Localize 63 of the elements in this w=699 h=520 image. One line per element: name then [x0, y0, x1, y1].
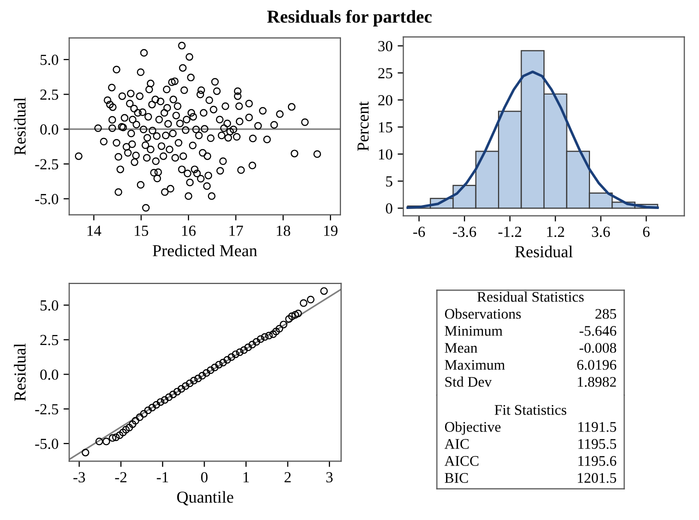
text: Maximum — [444, 360, 505, 370]
text: BIC — [444, 473, 468, 483]
text: Residual Statistics — [477, 292, 584, 302]
y-tick-label: 5 — [386, 176, 392, 187]
x-axis-title: Quantile — [177, 491, 234, 506]
x-tick-label: 3.6 — [592, 226, 610, 238]
y-tick-label: 25 — [378, 68, 392, 78]
text: 285 — [595, 308, 616, 319]
y-tick-label: 2.5 — [40, 334, 58, 346]
y-axis-title: Residual — [14, 343, 26, 402]
x-tick-label: 19 — [324, 226, 338, 236]
x-tick-label: 16 — [182, 226, 196, 236]
y-tick-label: 2.5 — [40, 90, 58, 100]
text: AIC — [444, 439, 469, 449]
text: 1191.5 — [578, 422, 616, 432]
text: Fit Statistics — [494, 405, 566, 415]
x-tick-label: 0 — [201, 472, 208, 482]
text: Minimum — [444, 326, 502, 336]
chart-title: Residuals for partdec — [267, 10, 432, 26]
x-tick-label: 15 — [134, 226, 148, 236]
y-tick-label: 15 — [378, 122, 392, 132]
x-tick-label: 1 — [244, 472, 249, 482]
x-tick-label: 1.2 — [547, 226, 564, 238]
y-tick-label: 30 — [378, 40, 392, 52]
y-tick-label: -2.5 — [35, 159, 58, 170]
y-tick-label: 0.0 — [40, 369, 58, 380]
text: Observations — [444, 308, 521, 319]
y-tick-label: 0 — [386, 203, 392, 214]
x-tick-label: -6 — [413, 226, 425, 237]
text: 1195.6 — [578, 456, 616, 466]
y-tick-label: 0.0 — [40, 124, 58, 135]
y-tick-label: 20 — [378, 95, 392, 106]
text: AICC — [444, 456, 478, 466]
x-tick-label: -3 — [73, 472, 85, 482]
text: 1195.5 — [578, 439, 616, 449]
x-tick-label: -1.2 — [498, 226, 522, 238]
text: Mean — [444, 343, 478, 353]
text: Objective — [444, 422, 501, 435]
x-tick-label: 17 — [230, 226, 244, 236]
text: -0.008 — [580, 342, 616, 353]
y-tick-label: -5.0 — [35, 194, 58, 204]
x-tick-label: 14 — [88, 226, 102, 236]
text: 1201.5 — [578, 473, 616, 483]
text: 6.0196 — [577, 360, 616, 370]
x-tick-label: 2 — [284, 472, 291, 482]
y-tick-label: -5.0 — [35, 438, 58, 450]
y-tick-label: 5.0 — [40, 54, 58, 66]
y-tick-label: -2.5 — [35, 404, 58, 414]
x-axis-title: Residual — [515, 246, 573, 258]
x-tick-label: -3.6 — [452, 226, 476, 238]
x-axis-title: Predicted Mean — [152, 244, 258, 256]
text: 1.8982 — [578, 376, 616, 387]
x-tick-label: 3 — [326, 472, 333, 482]
x-tick-label: -1 — [156, 472, 168, 482]
x-tick-label: 18 — [276, 226, 290, 236]
y-tick-label: 10 — [378, 149, 392, 160]
x-tick-label: 6 — [643, 226, 650, 237]
y-axis-title: Percent — [358, 101, 369, 151]
x-tick-label: -2 — [115, 472, 126, 482]
text: Std Dev — [445, 376, 492, 387]
text: -5.646 — [580, 326, 616, 336]
y-axis-title: Residual — [14, 98, 26, 156]
y-tick-label: 5.0 — [40, 300, 58, 311]
